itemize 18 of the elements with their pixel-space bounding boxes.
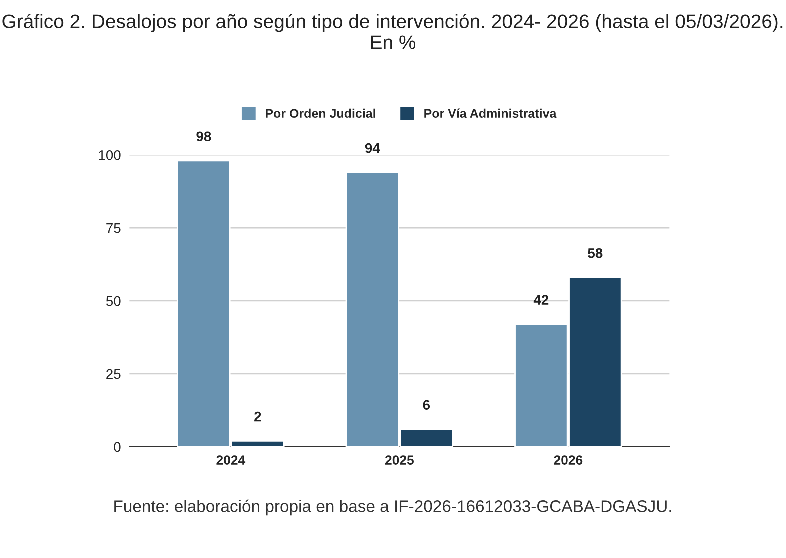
data-label: 42 — [534, 295, 549, 305]
legend-label: Por Vía Administrativa — [424, 108, 557, 118]
data-label: 94 — [365, 143, 380, 154]
x-tick-label: 2026 — [554, 456, 583, 465]
x-tick-label: 2024 — [216, 456, 246, 465]
y-tick-label: 25 — [106, 369, 121, 380]
x-tick-label: 2025 — [385, 456, 414, 465]
source-note: Fuente: elaboración propia en base a IF-2026-16612033-GCABA-DGASJU. — [114, 500, 672, 516]
legend-label: Por Orden Judicial — [266, 108, 376, 118]
y-tick-label: 50 — [106, 296, 121, 306]
y-tick-label: 75 — [106, 224, 121, 234]
data-label: 2 — [254, 412, 262, 422]
y-tick-label: 100 — [99, 150, 121, 160]
data-label: 58 — [588, 248, 603, 258]
y-tick-label: 0 — [114, 442, 121, 452]
data-label: 98 — [196, 132, 212, 142]
chart-title: Gráfico 2. Desalojos por año según tipo de intervención. 2024- 2026 (hasta el 05/03/2026). En % — [2, 14, 783, 50]
data-label: 6 — [423, 400, 430, 410]
